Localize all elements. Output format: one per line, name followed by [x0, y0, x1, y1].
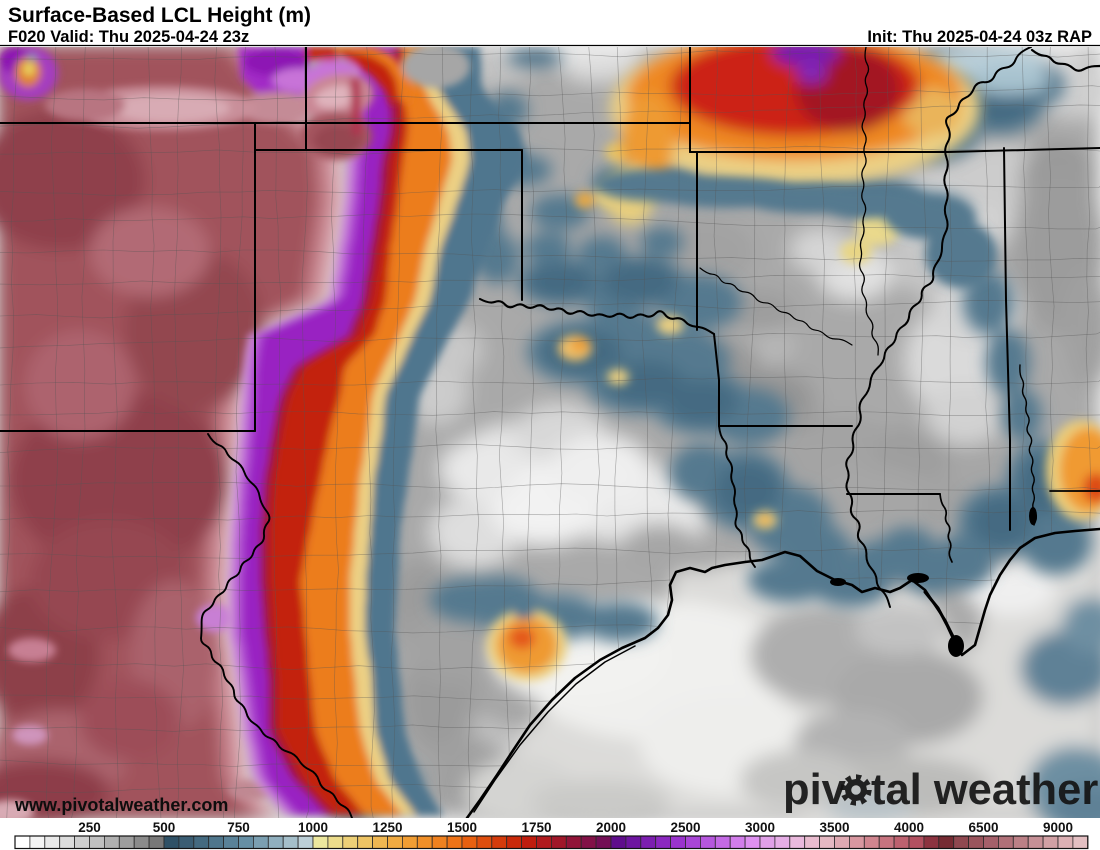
- svg-text:750: 750: [227, 820, 250, 835]
- svg-text:Surface-Based LCL Height (m): Surface-Based LCL Height (m): [8, 4, 311, 27]
- svg-text:1250: 1250: [372, 820, 402, 835]
- svg-text:3000: 3000: [745, 820, 775, 835]
- svg-text:500: 500: [153, 820, 176, 835]
- svg-text:4000: 4000: [894, 820, 924, 835]
- svg-text:piv: piv: [783, 766, 846, 814]
- svg-text:F020 Valid: Thu 2025-04-24 23z: F020 Valid: Thu 2025-04-24 23z: [8, 28, 249, 46]
- svg-text:9000: 9000: [1043, 820, 1073, 835]
- svg-text:2500: 2500: [670, 820, 700, 835]
- svg-text:6500: 6500: [968, 820, 998, 835]
- svg-text:1000: 1000: [298, 820, 328, 835]
- svg-text:3500: 3500: [819, 820, 849, 835]
- svg-text:250: 250: [78, 820, 101, 835]
- svg-text:tal weather: tal weather: [871, 766, 1098, 814]
- svg-text:1500: 1500: [447, 820, 477, 835]
- svg-text:Init: Thu 2025-04-24 03z RAP: Init: Thu 2025-04-24 03z RAP: [867, 28, 1092, 46]
- svg-text:1750: 1750: [521, 820, 551, 835]
- svg-text:2000: 2000: [596, 820, 626, 835]
- svg-text:www.pivotalweather.com: www.pivotalweather.com: [14, 795, 228, 815]
